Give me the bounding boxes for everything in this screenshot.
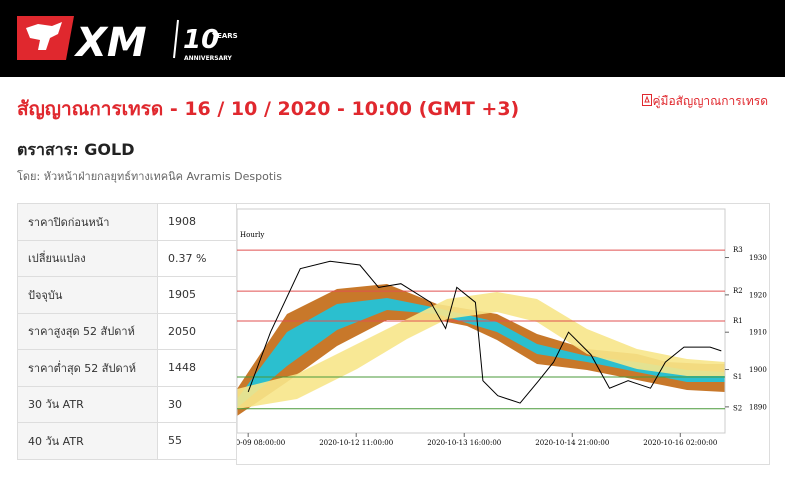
guide-link-text[interactable]: คู่มือสัญญาณการเทรด	[652, 94, 769, 108]
table-row: 40 วัน ATR 55	[17, 422, 237, 460]
row-label: ปัจจุบัน	[17, 276, 158, 314]
row-label: ราคาปิดก่อนหน้า	[17, 203, 158, 241]
price-line	[247, 260, 722, 404]
level-label: S2	[733, 405, 742, 413]
x-tick-label: 2020-10-16 02:00:00	[643, 439, 717, 447]
logo-years: YEARS	[211, 32, 238, 40]
chart: Hourly 1890 1900 1910 1920 1930 2020-10-09 08:…	[211, 208, 767, 447]
band-yellow	[237, 292, 725, 409]
level-label: S1	[733, 373, 742, 381]
instrument: ตราสาร: GOLD	[17, 140, 135, 159]
y-tick-label: 1900	[749, 366, 767, 374]
row-label: 40 วัน ATR	[17, 422, 158, 460]
level-label: R3	[733, 246, 743, 254]
row-value: 0.37 %	[157, 239, 237, 277]
chart-box: Hourly 1890 1900 1910 1920 1930 2020-10-09 08:…	[211, 203, 770, 465]
byline: โดย: หัวหน้าฝ่ายกลยุทธ์ทางเทคนิค Avramis…	[17, 170, 282, 183]
stats-table: ราคาปิดก่อนหน้า 1908 เปลี่ยนแปลง 0.37 % ปัจจ…	[17, 203, 237, 460]
row-label: ราคาต่ำสุด 52 สัปดาห์	[17, 349, 158, 387]
logo-number: 10	[183, 25, 219, 55]
row-label: 30 วัน ATR	[17, 385, 158, 423]
logo-anniversary: ANNIVERSARY	[184, 55, 233, 62]
level-label: R2	[733, 287, 743, 295]
row-label: ราคาสูงสุด 52 สัปดาห์	[17, 312, 158, 350]
row-value: 2050	[157, 312, 237, 350]
table-row: ปัจจุบัน 1905	[17, 276, 237, 314]
row-value: 30	[157, 385, 237, 423]
table-row: ราคาปิดก่อนหน้า 1908	[17, 203, 237, 241]
x-tick-label: 2020-10-14 21:00:00	[535, 439, 609, 447]
row-value: 1448	[157, 349, 237, 387]
y-tick-label: 1930	[749, 254, 767, 262]
level-label: R1	[733, 317, 743, 325]
y-tick-label: 1910	[749, 329, 767, 337]
header-bar: XM 10 YEARS ANNIVERSARY	[0, 0, 785, 77]
row-value: 1905	[157, 276, 237, 314]
pdf-icon	[641, 94, 652, 106]
page-title: สัญญาณการเทรด - 16 / 10 / 2020 - 10:00 (…	[17, 98, 520, 120]
y-tick-label: 1920	[749, 291, 767, 299]
logo-brand: XM	[73, 20, 147, 66]
x-tick-label: 2020-10-09 08:00:00	[237, 439, 285, 447]
table-row: ราคาต่ำสุด 52 สัปดาห์ 1448	[17, 349, 237, 387]
x-tick-label: 2020-10-13 16:00:00	[427, 439, 501, 447]
row-label: เปลี่ยนแปลง	[17, 239, 158, 277]
logo[interactable]: XM 10 YEARS ANNIVERSARY	[0, 0, 260, 77]
guide-link[interactable]: คู่มือสัญญาณการเทรด	[641, 92, 769, 111]
chart-title: Hourly	[240, 231, 264, 239]
table-row: เปลี่ยนแปลง 0.37 %	[17, 239, 237, 277]
table-row: 30 วัน ATR 30	[17, 385, 237, 423]
table-row: ราคาสูงสุด 52 สัปดาห์ 2050	[17, 312, 237, 350]
row-value: 55	[157, 422, 237, 460]
band-cyan	[237, 298, 725, 408]
row-value: 1908	[157, 203, 237, 241]
x-tick-label: 2020-10-12 11:00:00	[319, 439, 393, 447]
y-tick-label: 1890	[749, 403, 767, 411]
